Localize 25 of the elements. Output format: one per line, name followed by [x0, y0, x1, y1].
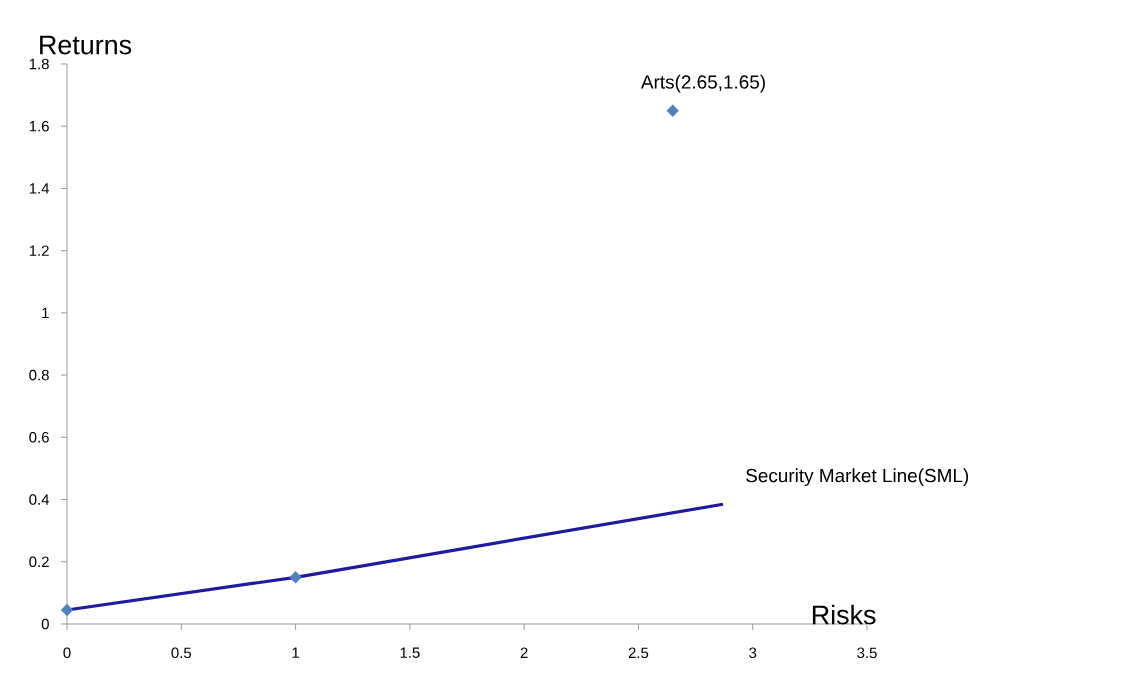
y-tick-label: 0.4 [29, 494, 50, 505]
y-tick-label: 0.6 [29, 432, 49, 443]
x-tick-label: 1.5 [400, 647, 420, 658]
annotation: Security Market Line(SML) [746, 468, 969, 486]
y-axis-title: Returns [40, 35, 132, 55]
y-tick-label: 0.8 [29, 369, 49, 381]
annotation: Arts(2.65,1.65) [640, 74, 765, 93]
x-tick-label: 0 [63, 647, 71, 659]
x-tick-label: 3.5 [857, 647, 877, 659]
y-tick-label: 1.2 [29, 245, 49, 256]
x-tick-label: 0.5 [171, 647, 192, 659]
y-tick-label: 0 [41, 618, 49, 630]
y-tick-label: 1 [42, 307, 49, 319]
point [666, 104, 679, 117]
x-tick-label: 2.5 [628, 647, 649, 659]
y-tick-label: 0.2 [29, 556, 49, 568]
x-tick-label: 1 [292, 647, 299, 658]
x-tick-label: 3 [749, 647, 757, 659]
y-tick-label: 1.6 [29, 120, 49, 132]
point [60, 603, 74, 617]
y-tick-label: 1.4 [29, 183, 50, 194]
x-tick-label: 2 [520, 647, 528, 658]
y-tick-label: 1.8 [29, 58, 49, 70]
point [289, 571, 302, 584]
x-axis-title: Risks [812, 604, 876, 625]
